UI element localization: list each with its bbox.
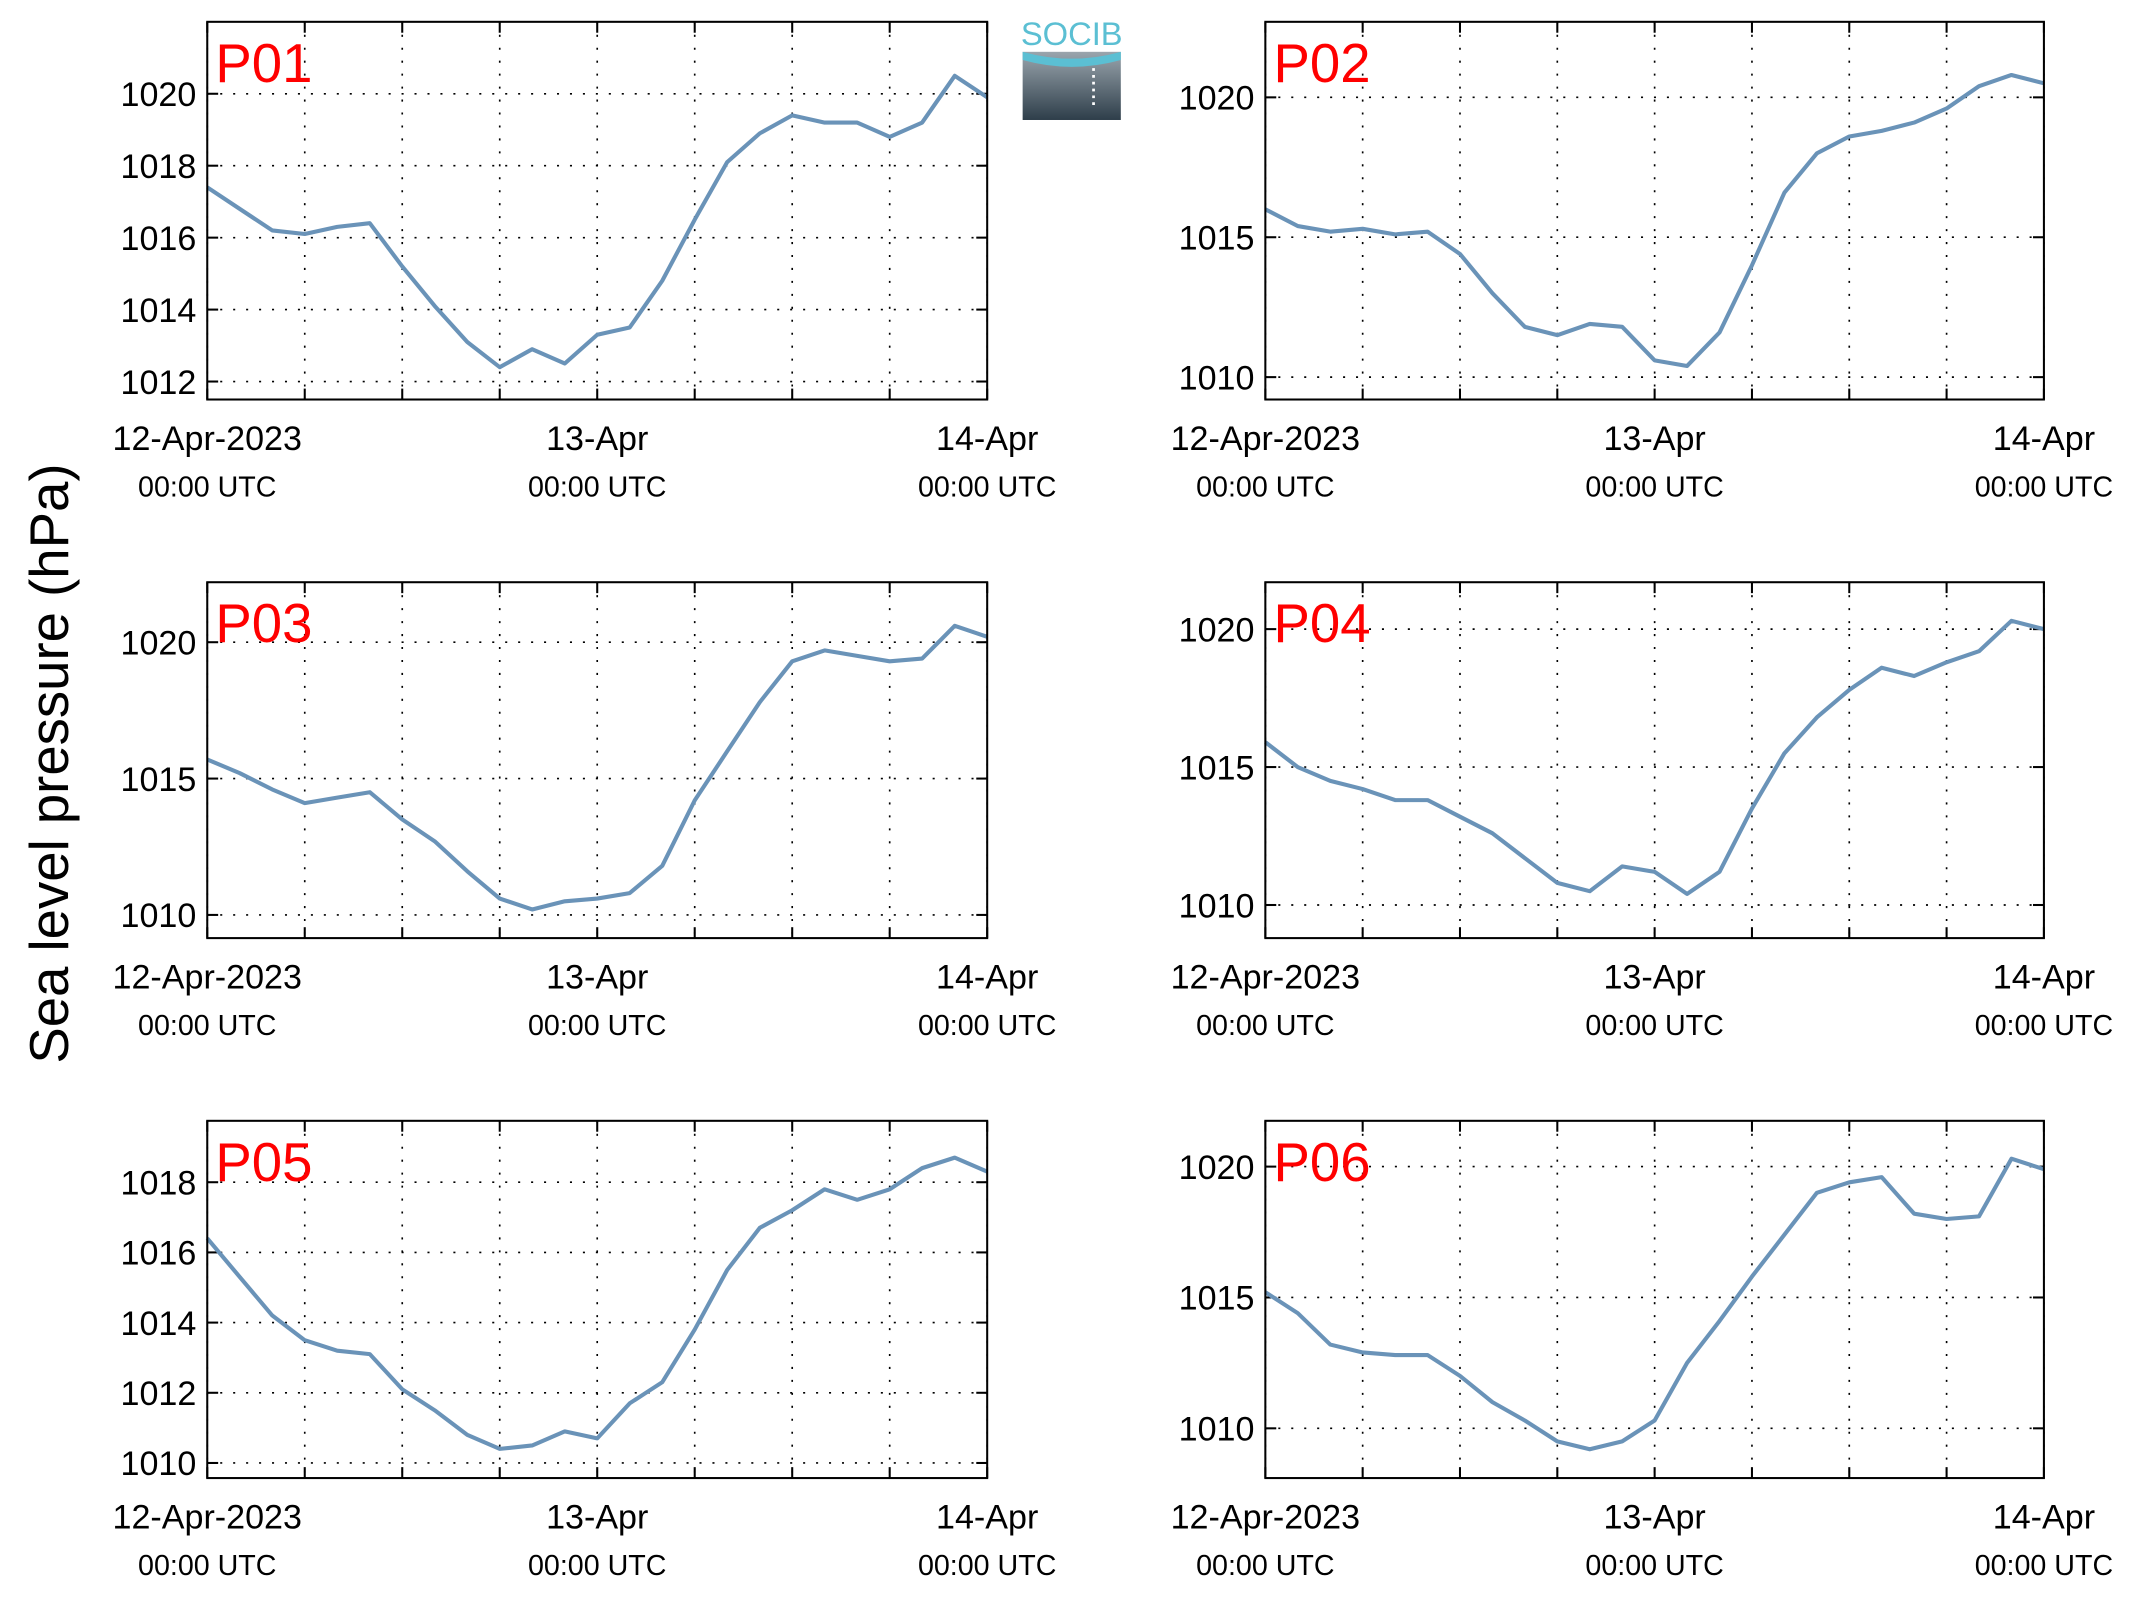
y-tick-label: 1015 [1179, 749, 1255, 787]
y-tick-label: 1010 [1179, 1411, 1255, 1449]
plot-frame [1264, 581, 2045, 940]
y-tick-label: 1016 [121, 1235, 197, 1273]
x-tick-label: 13-Apr 00:00 UTC [528, 1499, 666, 1582]
logo-text: SOCIB [1021, 15, 1123, 52]
panel-title: P02 [1274, 33, 1371, 94]
data-line [1264, 618, 2045, 896]
y-tick-label: 1015 [1179, 220, 1255, 258]
x-tick-label: 12-Apr-2023 00:00 UTC [1171, 420, 1360, 503]
x-tick-label: 12-Apr-2023 00:00 UTC [113, 959, 302, 1042]
plot-frame [206, 1119, 989, 1480]
x-tick-label: 12-Apr-2023 00:00 UTC [1171, 959, 1360, 1042]
plot-frame [206, 581, 989, 940]
y-tick-label: 1010 [1179, 887, 1255, 925]
y-tick-label: 1016 [121, 220, 197, 258]
y-tick-label: 1010 [1179, 359, 1255, 397]
y-tick-label: 1015 [1179, 1280, 1255, 1318]
data-line [206, 623, 988, 912]
x-tick-label: 13-Apr 00:00 UTC [1585, 1499, 1723, 1582]
panel-title: P04 [1274, 593, 1371, 654]
y-tick-label: 1012 [121, 1375, 197, 1413]
y-tick-label: 1010 [121, 897, 197, 935]
x-tick-label: 14-Apr 00:00 UTC [1975, 959, 2113, 1042]
plot-frame [206, 20, 989, 401]
x-tick-label: 14-Apr 00:00 UTC [918, 1499, 1056, 1582]
y-tick-label: 1014 [121, 1305, 197, 1343]
x-tick-label: 13-Apr 00:00 UTC [528, 420, 666, 503]
y-tick-label: 1018 [121, 1164, 197, 1202]
data-line [206, 73, 989, 370]
x-tick-label: 14-Apr 00:00 UTC [1975, 1499, 2113, 1582]
y-tick-label: 1015 [121, 761, 197, 799]
y-tick-label: 1020 [121, 624, 197, 662]
panel-title: P03 [215, 593, 312, 654]
logo-wave [1022, 51, 1121, 67]
y-tick-label: 1020 [1179, 1149, 1255, 1187]
y-tick-label: 1020 [121, 76, 197, 114]
x-tick-label: 14-Apr 00:00 UTC [1975, 420, 2113, 503]
x-tick-label: 13-Apr 00:00 UTC [528, 959, 666, 1042]
plot-frame [1264, 20, 2045, 401]
panel-title: P06 [1274, 1132, 1371, 1193]
x-tick-label: 12-Apr-2023 00:00 UTC [113, 420, 302, 503]
y-tick-label: 1020 [1179, 80, 1255, 118]
data-line [1264, 72, 2045, 369]
x-tick-label: 13-Apr 00:00 UTC [1585, 959, 1723, 1042]
plot-frame [1264, 1119, 2045, 1480]
x-tick-label: 12-Apr-2023 00:00 UTC [1171, 1499, 1360, 1582]
y-tick-label: 1020 [1179, 611, 1255, 649]
data-line [205, 1155, 989, 1451]
y-tick-label: 1010 [121, 1445, 197, 1483]
x-tick-label: 12-Apr-2023 00:00 UTC [113, 1499, 302, 1582]
x-tick-label: 13-Apr 00:00 UTC [1585, 420, 1723, 503]
data-line [1264, 1156, 2045, 1452]
y-tick-label: 1018 [121, 148, 197, 186]
logo: SOCIB [1021, 15, 1123, 120]
y-tick-label: 1012 [121, 364, 197, 402]
y-tick-label: 1014 [121, 292, 197, 330]
x-tick-label: 14-Apr 00:00 UTC [918, 959, 1056, 1042]
panel-title: P05 [215, 1132, 312, 1193]
panel-title: P01 [215, 33, 312, 94]
y-axis-label: Sea level pressure (hPa) [19, 464, 80, 1064]
x-tick-label: 14-Apr 00:00 UTC [918, 420, 1056, 503]
